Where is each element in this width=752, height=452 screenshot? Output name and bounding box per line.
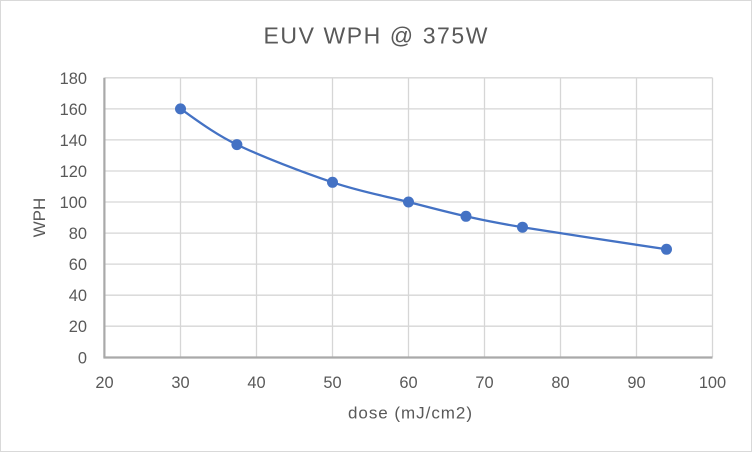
svg-text:20: 20 xyxy=(69,318,87,336)
svg-text:180: 180 xyxy=(60,70,87,88)
svg-text:100: 100 xyxy=(699,374,726,392)
svg-text:40: 40 xyxy=(247,374,265,392)
svg-text:160: 160 xyxy=(60,101,87,119)
svg-text:80: 80 xyxy=(69,225,87,243)
svg-text:80: 80 xyxy=(551,374,569,392)
svg-text:0: 0 xyxy=(78,349,87,367)
svg-text:dose (mJ/cm2): dose (mJ/cm2) xyxy=(348,404,472,423)
svg-text:30: 30 xyxy=(171,374,189,392)
svg-text:70: 70 xyxy=(475,374,493,392)
svg-text:60: 60 xyxy=(399,374,417,392)
svg-text:120: 120 xyxy=(60,163,87,181)
svg-text:60: 60 xyxy=(69,256,87,274)
svg-text:100: 100 xyxy=(60,194,87,212)
svg-text:90: 90 xyxy=(627,374,645,392)
svg-text:140: 140 xyxy=(60,132,87,150)
svg-text:WPH: WPH xyxy=(30,198,49,238)
svg-text:20: 20 xyxy=(95,374,113,392)
svg-text:50: 50 xyxy=(323,374,341,392)
svg-text:40: 40 xyxy=(69,287,87,305)
